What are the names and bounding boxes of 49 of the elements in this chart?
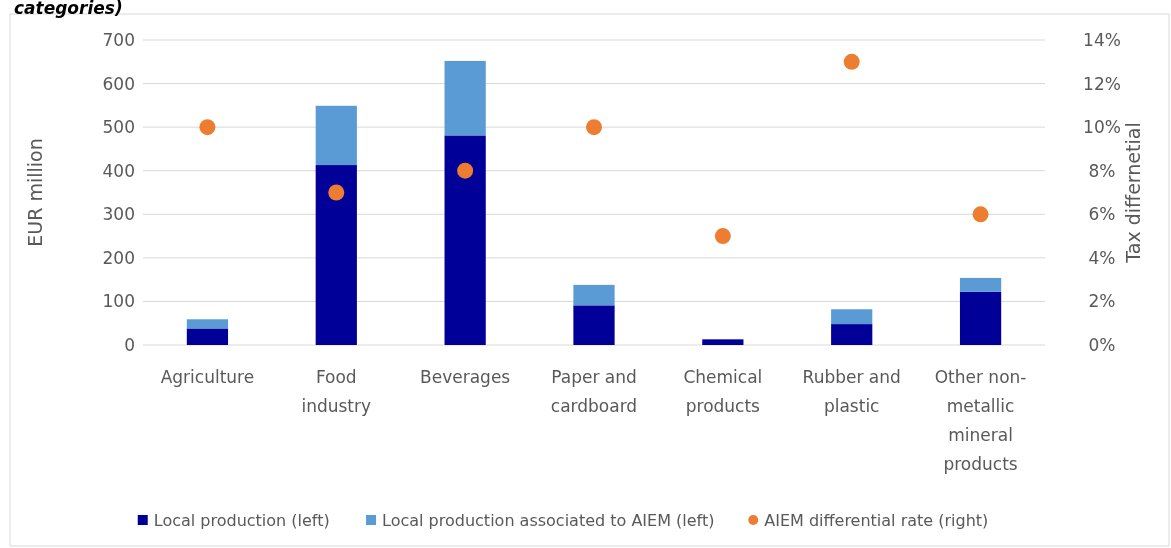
- point: [328, 184, 345, 201]
- bar: [444, 60, 486, 136]
- y-tick-label: 600: [102, 73, 135, 94]
- point: [199, 119, 216, 136]
- chart-title: categories): [14, 0, 123, 18]
- y2-tick-label: 4%: [1088, 247, 1116, 268]
- y2-tick-label: 6%: [1088, 204, 1116, 225]
- bar: [702, 339, 744, 345]
- x-tick-label: Beverages: [420, 367, 511, 387]
- point: [457, 162, 474, 179]
- legend-label: Local production (left): [153, 510, 330, 530]
- y-tick-label: 700: [102, 29, 135, 50]
- bar: [315, 105, 357, 166]
- y2-tick-label: 12%: [1083, 73, 1121, 94]
- y-tick-label: 200: [102, 247, 135, 268]
- point: [843, 53, 860, 70]
- y-axis-title: EUR million: [24, 138, 46, 247]
- x-tick-label: Food industry: [301, 367, 372, 416]
- y2-axis-title: Tax differnetial: [1122, 122, 1144, 264]
- bar: [959, 277, 1002, 292]
- y-tick-label: 0: [124, 334, 135, 355]
- y2-tick-label: 8%: [1088, 160, 1116, 181]
- legend-label: AIEM differential rate (right): [764, 510, 989, 530]
- y-tick-label: 500: [102, 117, 135, 138]
- x-tick-label: Rubber and plastic: [802, 367, 901, 416]
- bar: [186, 328, 229, 345]
- y-tick-label: 300: [102, 204, 135, 225]
- bar: [573, 284, 615, 306]
- y2-tick-label: 2%: [1088, 291, 1116, 312]
- x-tick-label: Agriculture: [160, 367, 255, 387]
- y2-tick-label: 14%: [1083, 29, 1121, 50]
- legend-label: Local production associated to AIEM (left): [382, 510, 715, 530]
- y-tick-label: 100: [102, 291, 135, 312]
- bar: [444, 135, 486, 345]
- bar: [315, 165, 357, 345]
- point: [714, 228, 731, 245]
- x-tick-label: Paper and cardboard: [550, 367, 638, 416]
- bar: [573, 305, 615, 345]
- bar: [186, 319, 229, 329]
- bar: [831, 324, 873, 345]
- x-tick-label: Other non-metallic mineral products: [934, 367, 1027, 474]
- x-tick-label: Chemical products: [683, 367, 763, 416]
- y2-tick-label: 10%: [1083, 117, 1121, 138]
- y-tick-label: 400: [102, 160, 135, 181]
- point: [586, 119, 602, 136]
- y2-tick-label: 0%: [1088, 334, 1116, 355]
- bar: [831, 309, 873, 325]
- point: [972, 206, 989, 223]
- bar: [959, 291, 1002, 345]
